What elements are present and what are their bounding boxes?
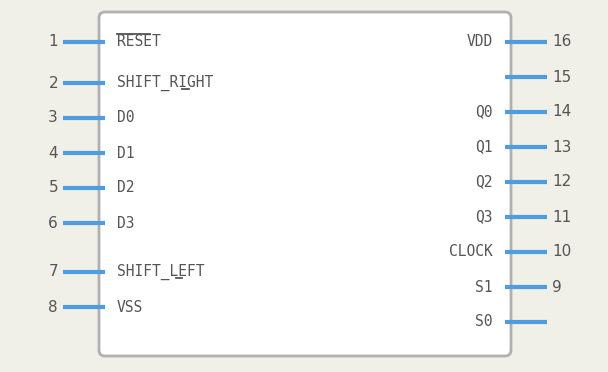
Text: VDD: VDD xyxy=(467,35,493,49)
Text: 1: 1 xyxy=(49,35,58,49)
Text: 12: 12 xyxy=(552,174,572,189)
Text: 5: 5 xyxy=(49,180,58,196)
Text: 16: 16 xyxy=(552,35,572,49)
Text: Q1: Q1 xyxy=(475,140,493,154)
Text: 10: 10 xyxy=(552,244,572,260)
Text: D2: D2 xyxy=(117,180,134,196)
Text: Q2: Q2 xyxy=(475,174,493,189)
Text: SHIFT_RIGHT: SHIFT_RIGHT xyxy=(117,75,213,91)
Text: 11: 11 xyxy=(552,209,572,224)
Text: CLOCK: CLOCK xyxy=(449,244,493,260)
Text: 14: 14 xyxy=(552,105,572,119)
Text: SHIFT_LEFT: SHIFT_LEFT xyxy=(117,264,204,280)
Text: 15: 15 xyxy=(552,70,572,84)
Text: 8: 8 xyxy=(49,299,58,314)
Text: Q3: Q3 xyxy=(475,209,493,224)
Text: 4: 4 xyxy=(49,145,58,160)
Text: RESET: RESET xyxy=(117,35,161,49)
FancyBboxPatch shape xyxy=(99,12,511,356)
Text: D0: D0 xyxy=(117,110,134,125)
Text: 7: 7 xyxy=(49,264,58,279)
Text: S1: S1 xyxy=(475,279,493,295)
Text: 9: 9 xyxy=(552,279,562,295)
Text: D3: D3 xyxy=(117,215,134,231)
Text: 13: 13 xyxy=(552,140,572,154)
Text: 2: 2 xyxy=(49,76,58,90)
Text: 3: 3 xyxy=(48,110,58,125)
Text: S0: S0 xyxy=(475,314,493,330)
Text: D1: D1 xyxy=(117,145,134,160)
Text: Q0: Q0 xyxy=(475,105,493,119)
Text: VSS: VSS xyxy=(117,299,143,314)
Text: 6: 6 xyxy=(48,215,58,231)
